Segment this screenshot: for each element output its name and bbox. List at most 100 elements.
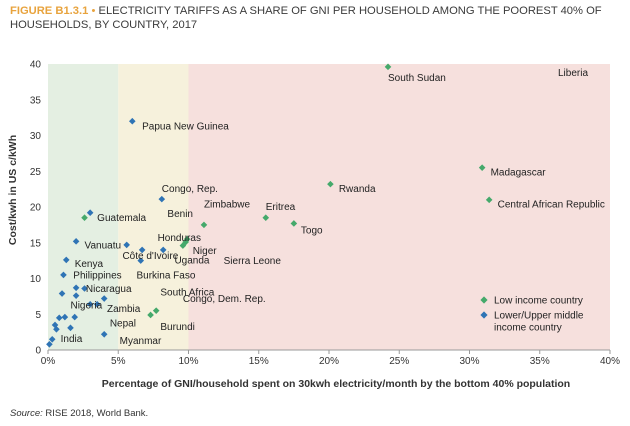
point-label: Madagascar	[491, 167, 547, 178]
y-tick-label: 15	[30, 238, 42, 249]
middle-income-point	[86, 209, 94, 217]
point-label: South Sudan	[388, 73, 446, 84]
legend-label-line: Lower/Upper middle	[494, 311, 584, 322]
point-label: Zambia	[107, 304, 141, 315]
y-tick-label: 20	[30, 203, 42, 214]
point-label: South Africa	[160, 288, 214, 299]
middle-income-point	[137, 257, 145, 264]
middle-income-point	[71, 313, 78, 321]
point-label: Liberia	[558, 68, 588, 79]
source-label: Source:	[10, 408, 43, 419]
middle-income-point	[100, 330, 108, 338]
middle-income-point	[72, 238, 80, 245]
source-note: Source: RISE 2018, World Bank.	[10, 408, 148, 419]
middle-income-point	[62, 256, 70, 264]
low-income-point	[179, 242, 187, 249]
y-tick-label: 25	[30, 167, 42, 178]
y-tick-label: 40	[30, 60, 42, 71]
middle-income-point	[72, 284, 80, 292]
figure-id: FIGURE B1.3.1	[10, 5, 89, 17]
figure-title-text: ELECTRICITY TARIFFS AS A SHARE OF GNI PE…	[10, 5, 602, 31]
legend-low-income-marker	[480, 296, 488, 304]
source-text: RISE 2018, World Bank.	[45, 408, 149, 419]
y-tick-label: 35	[30, 95, 42, 106]
data-points	[46, 63, 493, 348]
point-label: Niger	[193, 246, 218, 257]
middle-income-point	[53, 325, 60, 333]
low-income-point	[478, 164, 486, 171]
low-income-point	[262, 214, 270, 222]
legend-label: Lower/Upper middle income country	[494, 311, 584, 334]
legend: Low income country Lower/Upper middle inco…	[480, 296, 584, 334]
point-label: Honduras	[158, 233, 201, 244]
point-label: Nepal	[110, 318, 136, 329]
point-label: Congo, Rep.	[162, 184, 218, 195]
point-label: Nigeria	[70, 300, 102, 311]
point-label: Togo	[301, 225, 323, 236]
point-label: Congo, Dem. Rep.	[183, 294, 266, 305]
y-axis-label: Cost/kwh in US c/kWh	[7, 135, 19, 245]
middle-income-point	[61, 313, 69, 321]
middle-income-point	[72, 292, 80, 299]
point-label: Eritrea	[266, 202, 296, 213]
point-label: Burkina Faso	[137, 270, 196, 281]
x-tick-label: 20%	[319, 356, 339, 367]
point-label: Myanmar	[120, 336, 162, 347]
point-label: India	[61, 334, 83, 345]
x-tick-label: 40%	[600, 356, 620, 367]
point-label: Nicaragua	[86, 284, 132, 295]
low-income-point	[200, 221, 208, 229]
point-label: Côte d'Ivoire	[122, 251, 178, 262]
x-tick-label: 35%	[530, 356, 550, 367]
point-label: Sierra Leone	[224, 256, 282, 267]
low-income-point	[327, 180, 334, 188]
legend-label-line: income country	[494, 323, 562, 334]
point-label: Benin	[167, 209, 193, 220]
point-label: Central African Republic	[498, 200, 605, 211]
point-label: Guatemala	[97, 213, 146, 224]
middle-income-point	[60, 271, 67, 279]
background-band	[188, 64, 610, 350]
low-income-point	[485, 196, 493, 204]
middle-income-point	[58, 290, 66, 297]
background-band	[48, 64, 119, 350]
x-tick-label: 5%	[111, 356, 126, 367]
middle-income-point	[48, 335, 56, 343]
point-labels: South Sudan Liberia Papua New Guinea Madaga…	[61, 68, 605, 347]
middle-income-point	[67, 324, 74, 332]
y-tick-label: 10	[30, 274, 42, 285]
middle-income-point	[86, 300, 94, 308]
x-tick-label: 30%	[459, 356, 479, 367]
x-tick-label: 25%	[389, 356, 409, 367]
y-tick-label: 0	[35, 346, 41, 357]
middle-income-point	[81, 285, 88, 292]
x-tick-label: 0%	[41, 356, 56, 367]
x-tick-label: 15%	[249, 356, 269, 367]
point-label: Uganda	[174, 255, 209, 266]
tick-labels: 0% 5% 10% 15% 20% 25% 30% 35% 40% 0 5 10 15 20 25 30 35 4…	[30, 60, 620, 368]
point-label: Vanuatu	[85, 240, 122, 251]
point-label: Rwanda	[339, 184, 376, 195]
middle-income-point	[46, 340, 53, 348]
middle-income-point	[138, 246, 146, 254]
middle-income-point	[93, 300, 101, 308]
middle-income-point	[129, 117, 136, 125]
background-bands	[48, 64, 610, 350]
title-bullet: •	[91, 5, 96, 17]
low-income-point	[147, 311, 154, 319]
low-income-point	[81, 214, 88, 222]
x-axis-label: Percentage of GNI/household spent on 30k…	[102, 378, 570, 390]
middle-income-point	[159, 246, 167, 254]
middle-income-point	[55, 314, 63, 322]
point-label: Burundi	[160, 322, 194, 333]
middle-income-point	[100, 295, 108, 302]
y-tick-label: 30	[30, 131, 42, 142]
background-band	[118, 64, 189, 350]
low-income-point	[384, 63, 392, 71]
point-label: Zimbabwe	[204, 200, 251, 211]
low-income-point	[152, 307, 160, 314]
middle-income-point	[158, 195, 166, 203]
middle-income-point	[123, 241, 130, 249]
legend-middle-income-marker	[480, 311, 488, 319]
